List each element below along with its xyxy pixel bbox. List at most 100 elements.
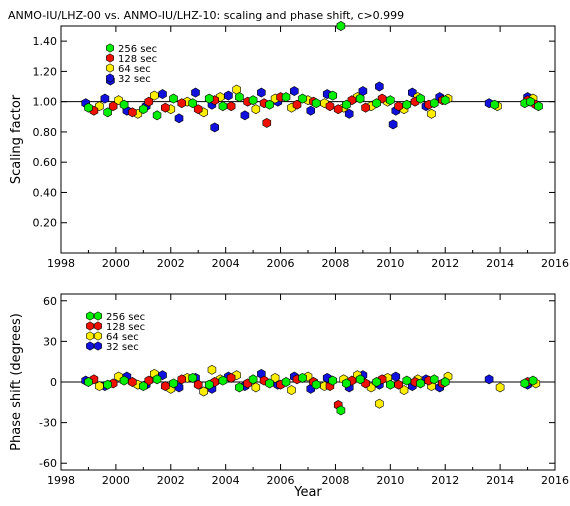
x-tick-label: 2000 (102, 474, 130, 487)
x-tick-label: 2010 (376, 474, 404, 487)
phase-shift-panel: 1998 2000 2002 2004 2006 2008 2010 2012 2014 2016… (9, 293, 569, 500)
y-tick-label: 1.20 (33, 65, 58, 78)
legend-marker (94, 311, 102, 321)
data-point (394, 379, 403, 390)
data-point (103, 107, 112, 118)
data-point (355, 93, 365, 104)
legend-label: 256 sec (118, 44, 157, 55)
y-tick-label: 60 (43, 295, 57, 308)
x-tick-label: 2004 (212, 257, 240, 270)
data-point (210, 122, 219, 133)
data-point (306, 105, 316, 116)
data-point (391, 371, 401, 382)
data-point (119, 99, 129, 110)
data-point (394, 101, 403, 112)
x-tick-label: 2006 (267, 257, 295, 270)
x-tick-label: 2008 (321, 257, 349, 270)
legend-marker (106, 73, 114, 83)
y-axis-label: Phase shift (degrees) (9, 313, 24, 451)
y-tick-label: 0.20 (33, 217, 58, 230)
data-point (289, 86, 299, 97)
data-point (204, 379, 214, 390)
data-point (385, 379, 395, 390)
data-point (402, 375, 412, 386)
y-tick-label: 1.40 (33, 35, 58, 48)
data-point (188, 98, 197, 109)
legend-marker (94, 321, 102, 331)
data-point (342, 378, 351, 389)
x-tick-label: 2016 (541, 474, 569, 487)
data-point (251, 104, 261, 115)
x-tick-label: 1998 (47, 474, 75, 487)
data-point (342, 99, 351, 110)
legend-marker (94, 341, 102, 351)
data-point (204, 93, 214, 104)
data-point (257, 87, 266, 98)
x-tick-label: 2014 (486, 474, 514, 487)
data-point (177, 374, 186, 385)
data-point (265, 378, 274, 389)
legend-label: 64 sec (118, 64, 151, 75)
legend-label: 32 sec (118, 74, 151, 85)
data-point (248, 95, 258, 106)
data-point (139, 381, 148, 392)
x-axis-label: Year (293, 485, 322, 500)
data-point (355, 374, 365, 385)
y-tick-label: -60 (39, 457, 57, 470)
data-point (161, 102, 170, 113)
y-tick-label: 0.40 (33, 186, 58, 199)
x-tick-label: 2016 (541, 257, 569, 270)
data-point (311, 98, 321, 109)
legend-label: 64 sec (106, 332, 139, 343)
data-point (440, 95, 450, 106)
data-point (193, 379, 203, 390)
data-point (150, 90, 159, 101)
data-point (174, 113, 184, 124)
x-tick-label: 2012 (431, 474, 459, 487)
x-tick-label: 2010 (376, 257, 404, 270)
data-point (152, 374, 162, 385)
y-tick-label: 0 (50, 376, 57, 389)
legend-marker (106, 63, 114, 73)
data-point (226, 372, 236, 383)
legend-marker (86, 331, 94, 341)
data-point (169, 93, 178, 104)
data-point (108, 101, 118, 112)
data-point (298, 372, 307, 383)
data-point (440, 377, 450, 387)
data-point (128, 107, 137, 118)
data-point (336, 405, 346, 416)
data-point (484, 374, 494, 385)
data-point (375, 81, 384, 92)
data-point (177, 98, 186, 109)
data-point (429, 98, 439, 109)
data-point (416, 378, 425, 389)
data-point (402, 99, 412, 110)
data-point (325, 101, 335, 112)
data-point (281, 92, 291, 103)
data-point (534, 101, 543, 112)
data-point (525, 96, 535, 107)
data-point (490, 99, 499, 110)
data-point (528, 375, 538, 386)
data-point (388, 119, 398, 130)
data-point (144, 96, 154, 107)
data-point (416, 93, 425, 104)
data-point (265, 99, 274, 110)
legend-marker (106, 53, 114, 63)
y-tick-label: 0.80 (33, 126, 58, 139)
legend-label: 128 sec (118, 54, 157, 65)
x-tick-label: 2008 (321, 474, 349, 487)
x-tick-label: 2002 (157, 257, 185, 270)
x-tick-label: 2000 (102, 257, 130, 270)
data-points (81, 364, 541, 416)
legend-marker (86, 311, 94, 321)
data-point (119, 375, 129, 386)
data-point (385, 95, 395, 106)
data-point (188, 372, 197, 383)
x-tick-label: 2006 (267, 474, 295, 487)
data-point (139, 104, 148, 115)
data-point (218, 101, 228, 112)
data-point (152, 110, 162, 121)
chart-title: ANMO-IU/LHZ-00 vs. ANMO-IU/LHZ-10: scali… (8, 9, 404, 22)
